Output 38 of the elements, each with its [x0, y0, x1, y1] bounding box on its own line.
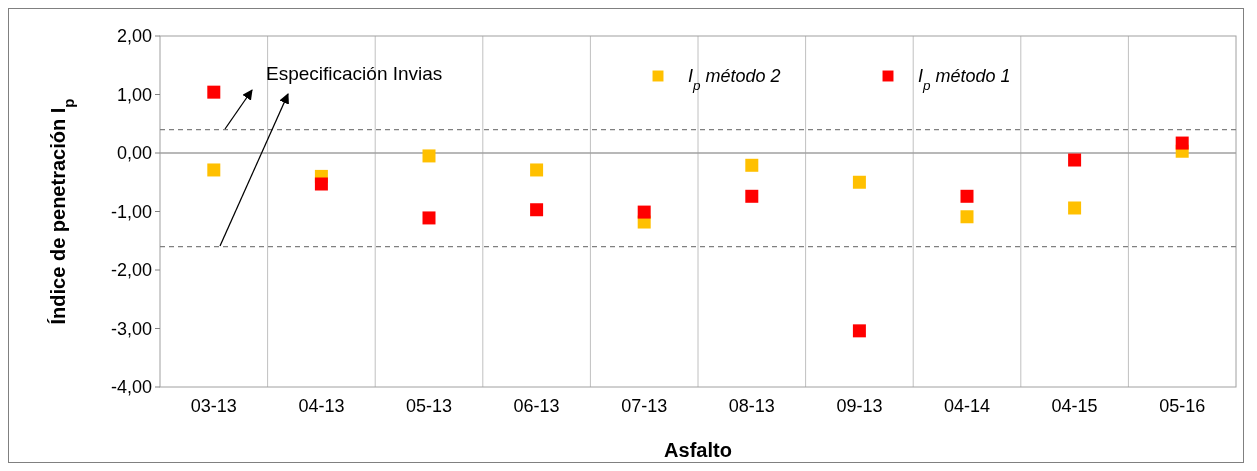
point: [207, 163, 221, 177]
point: [422, 211, 436, 225]
point: [745, 189, 759, 203]
x-tick-label: 03-13: [190, 396, 237, 416]
legend-label: I$_{p}$ método 2: [688, 66, 781, 93]
y-tick-label: -4,00: [110, 377, 152, 398]
y-tick-label: -1,00: [110, 201, 152, 222]
point: [1068, 153, 1082, 167]
y-tick-label: 1,00: [116, 84, 152, 105]
legend-label: I$_{p}$ método 1: [918, 66, 1011, 93]
x-tick-label: 04-14: [943, 396, 991, 416]
point: [207, 85, 221, 99]
x-tick-label: 07-13: [621, 396, 668, 416]
point: [530, 203, 544, 217]
y-tick-label: 0,00: [116, 143, 152, 164]
x-tick-label: 04-15: [1051, 396, 1098, 416]
x-tick-label: 05-16: [1159, 396, 1206, 416]
point: [637, 205, 651, 219]
point: [852, 175, 866, 189]
point: [1068, 201, 1082, 215]
point: [960, 189, 974, 203]
annotation: Especificación Invias: [266, 63, 443, 84]
point: [1175, 136, 1189, 150]
point: [852, 324, 866, 338]
x-tick-label: 06-13: [513, 396, 560, 416]
point: [530, 163, 544, 177]
point: [422, 149, 436, 163]
y-tick-label: 2,00: [116, 26, 152, 47]
x-tick-label: 05-13: [405, 396, 453, 416]
x-tick-label: 09-13: [836, 396, 883, 416]
point: [745, 158, 759, 172]
y-tick-label: -3,00: [110, 318, 152, 339]
point: [314, 177, 328, 191]
x-tick-label: 08-13: [728, 396, 775, 416]
x-axis-title: Asfalto: [664, 439, 732, 461]
x-tick-label: 04-13: [298, 396, 345, 416]
point: [960, 210, 974, 224]
y-tick-label: -2,00: [110, 260, 152, 281]
